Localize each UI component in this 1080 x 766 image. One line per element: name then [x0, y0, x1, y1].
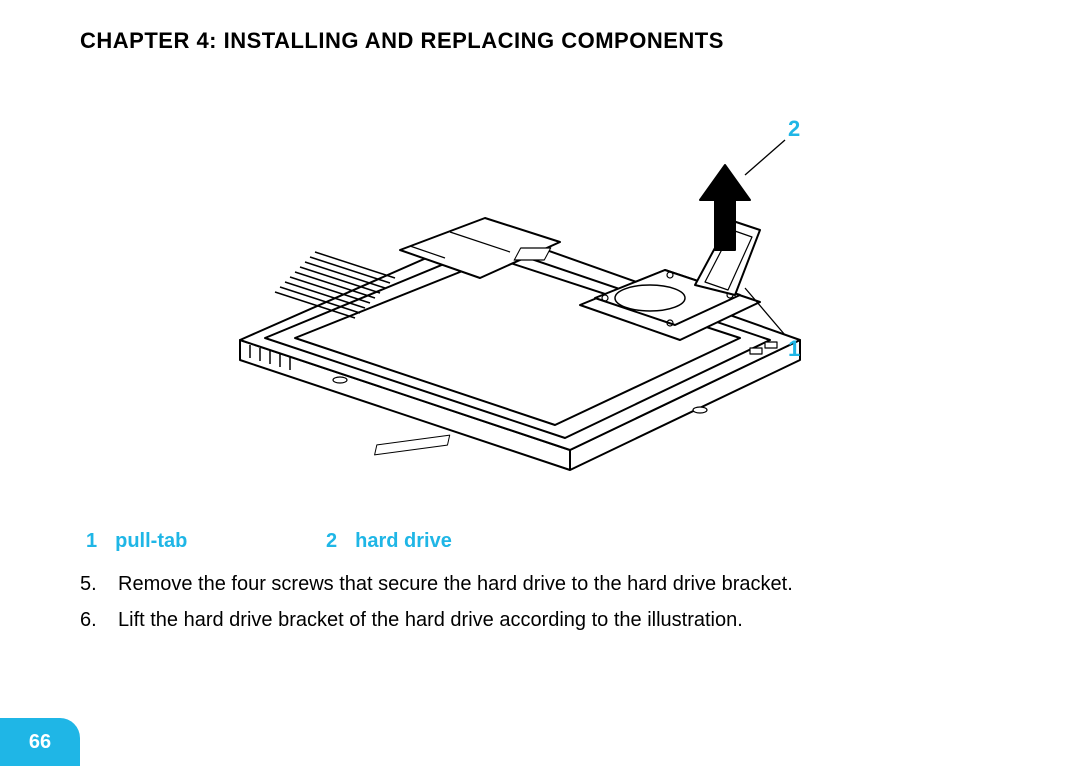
- page-number: 66: [29, 731, 51, 754]
- page-number-tab: 66: [0, 718, 80, 766]
- legend-label: hard drive: [355, 530, 452, 553]
- step-num: 5.: [80, 566, 118, 602]
- legend-label: pull-tab: [115, 530, 187, 553]
- callout-1: 1: [788, 336, 800, 362]
- step-text: Lift the hard drive bracket of the hard …: [118, 602, 743, 638]
- step-num: 6.: [80, 602, 118, 638]
- laptop-diagram: [150, 80, 880, 500]
- callout-2: 2: [788, 116, 800, 142]
- step-text: Remove the four screws that secure the h…: [118, 566, 793, 602]
- instruction-steps: 5. Remove the four screws that secure th…: [80, 566, 793, 638]
- legend-num: 1: [86, 530, 97, 553]
- laptop-illustration: [150, 80, 880, 500]
- legend: 1 pull-tab 2 hard drive: [86, 530, 452, 553]
- legend-item: 1 pull-tab: [86, 530, 326, 553]
- step-row: 5. Remove the four screws that secure th…: [80, 566, 793, 602]
- chapter-title: CHAPTER 4: INSTALLING AND REPLACING COMP…: [80, 28, 724, 54]
- step-row: 6. Lift the hard drive bracket of the ha…: [80, 602, 793, 638]
- legend-num: 2: [326, 530, 337, 553]
- legend-item: 2 hard drive: [326, 530, 452, 553]
